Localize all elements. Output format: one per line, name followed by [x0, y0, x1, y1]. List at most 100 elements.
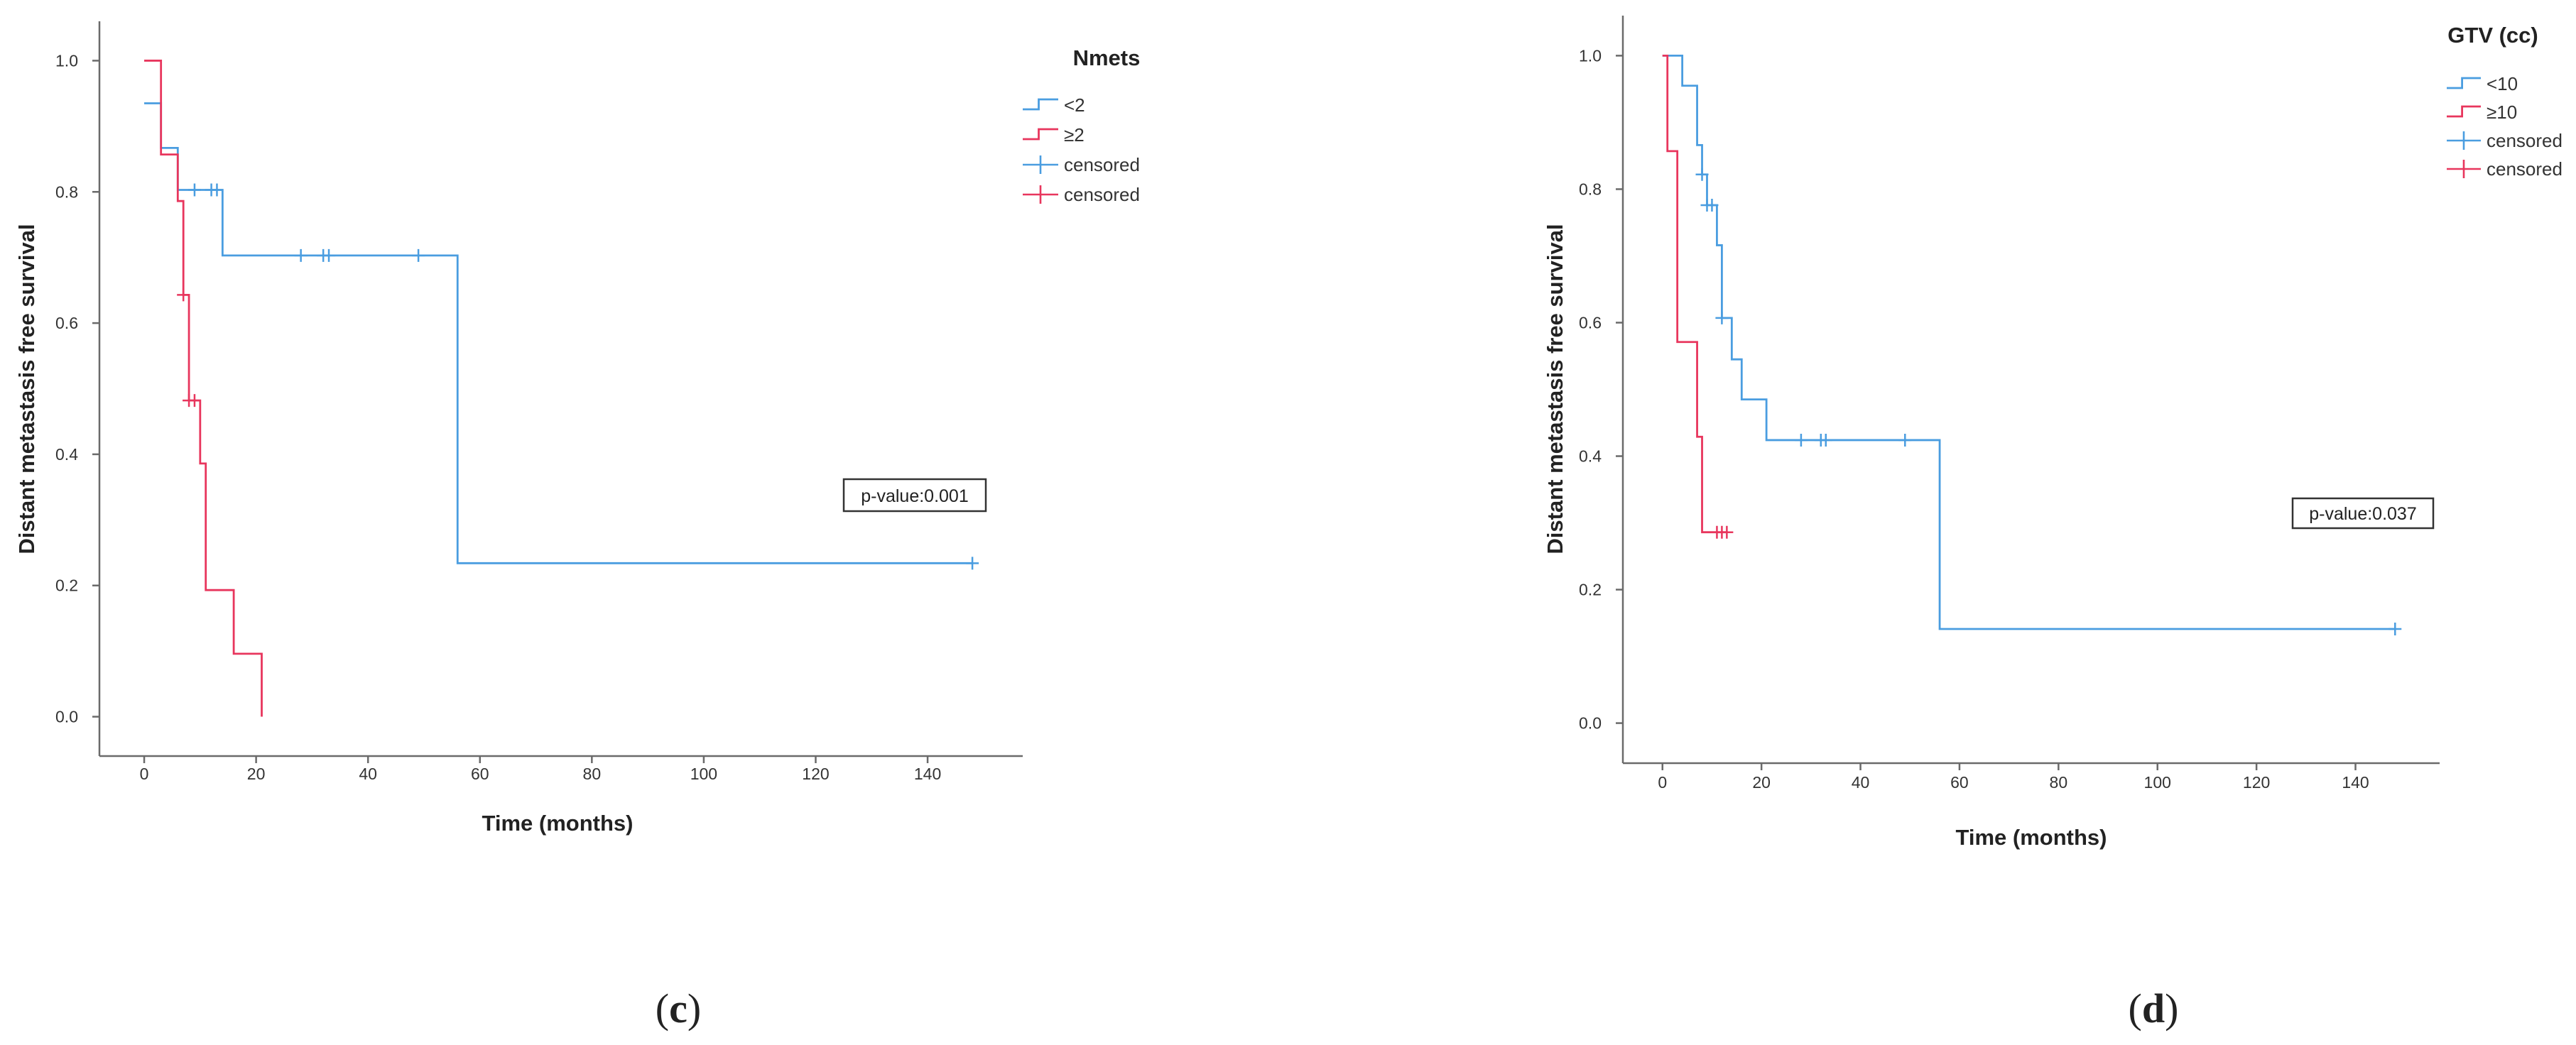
legend-title: Nmets	[1073, 45, 1141, 70]
legend-label: censored	[2487, 158, 2563, 180]
censor-mark	[1898, 433, 1912, 447]
x-tick-label: 140	[914, 765, 941, 783]
km-curve-series-1	[1662, 55, 1727, 534]
x-tick-label: 0	[1658, 773, 1667, 792]
y-tick-label: 0.2	[1579, 581, 1602, 599]
p-value-text: p-value:0.001	[861, 486, 969, 506]
y-tick-label: 1.0	[1579, 46, 1602, 65]
legend-item: censored	[1023, 184, 1140, 205]
axis-frame: 0 20 40 60 80 100 120 140 0.0 0.2 0.4 0.6 0.8 1.0	[55, 21, 1023, 783]
legend-step-swatch	[2447, 77, 2481, 89]
x-tick-label: 100	[690, 765, 717, 783]
censor-mark	[188, 183, 201, 197]
x-tick-label: 40	[1852, 773, 1870, 792]
legend-item: censored	[1023, 154, 1140, 175]
censor-mark	[210, 183, 224, 197]
x-tick-label: 120	[802, 765, 829, 783]
x-tick-label: 140	[2342, 773, 2369, 792]
censor-mark	[294, 248, 308, 262]
y-tick-label: 0.0	[55, 708, 78, 726]
censor-mark	[1705, 199, 1719, 212]
y-ticks: 0.0 0.2 0.4 0.6 0.8 1.0	[55, 51, 99, 726]
legend: Nmets <2 ≥2 censored censored	[1023, 45, 1140, 205]
panel-label-d: (d)	[2129, 985, 2179, 1032]
x-tick-label: 100	[2144, 773, 2171, 792]
censor-mark	[2388, 623, 2402, 636]
p-value-annotation: p-value:0.001	[842, 478, 987, 513]
legend-item: ≥10	[2447, 102, 2517, 123]
legend-step-swatch	[1023, 98, 1058, 111]
y-tick-label: 1.0	[55, 51, 78, 70]
censor-mark	[322, 248, 336, 262]
censor-mark	[1695, 168, 1709, 181]
legend-censor-swatch	[2447, 131, 2481, 150]
plot-area	[1662, 55, 2402, 636]
panel-d: 0 20 40 60 80 100 120 140 0.0 0.2 0.4 0.6 0.8 1.0 Di…	[1543, 16, 2563, 1032]
censor-mark	[966, 557, 979, 570]
y-tick-label: 0.4	[55, 445, 78, 464]
legend-label: censored	[1064, 154, 1140, 175]
plot-area	[144, 60, 979, 717]
y-tick-label: 0.8	[1579, 180, 1602, 198]
censor-mark	[1819, 433, 1832, 447]
panel-label-c: (c)	[656, 985, 701, 1032]
censor-mark	[1794, 433, 1808, 447]
x-axis-title: Time (months)	[482, 811, 634, 836]
legend-label: censored	[2487, 130, 2563, 151]
legend-title: GTV (cc)	[2447, 23, 2538, 48]
panel-label-close: )	[688, 985, 701, 1032]
legend-item: ≥2	[1023, 124, 1085, 146]
legend-censor-swatch	[1023, 185, 1058, 204]
legend-censor-swatch	[2447, 160, 2481, 178]
censor-mark	[188, 394, 201, 407]
p-value-box	[842, 478, 987, 513]
y-tick-label: 0.8	[55, 182, 78, 201]
legend-label: ≥2	[1064, 124, 1085, 146]
km-curve-series-0	[1662, 55, 2396, 630]
panel-label-open: (	[2129, 985, 2142, 1032]
y-tick-label: 0.6	[55, 314, 78, 332]
legend-label: ≥10	[2487, 102, 2517, 123]
legend-item: <10	[2447, 73, 2518, 94]
y-tick-label: 0.0	[1579, 714, 1602, 733]
legend-items: <2 ≥2 censored censored	[1023, 94, 1140, 205]
legend-item: <2	[1023, 94, 1085, 116]
y-axis-title: Distant metastasis free survival	[1543, 224, 1567, 554]
legend-items: <10 ≥10 censored censored	[2447, 73, 2563, 180]
x-tick-label: 20	[1752, 773, 1771, 792]
x-ticks: 0 20 40 60 80 100 120 140	[1658, 763, 2369, 792]
x-tick-label: 40	[359, 765, 377, 783]
x-tick-label: 60	[471, 765, 489, 783]
legend-item: censored	[2447, 158, 2563, 180]
p-value-annotation: p-value:0.037	[2291, 497, 2435, 530]
y-tick-label: 0.6	[1579, 313, 1602, 332]
axis-frame: 0 20 40 60 80 100 120 140 0.0 0.2 0.4 0.6 0.8 1.0	[1579, 16, 2440, 792]
legend-label: <10	[2487, 73, 2518, 94]
panel-label-letter: d	[2142, 985, 2165, 1032]
p-value-text: p-value:0.037	[2309, 504, 2417, 524]
y-axis-title: Distant metastasis free survival	[14, 224, 39, 554]
x-axis-title: Time (months)	[1956, 825, 2107, 850]
censor-mark	[177, 288, 190, 302]
censor-mark	[1720, 525, 1734, 539]
y-tick-label: 0.4	[1579, 447, 1602, 466]
legend-label: <2	[1064, 94, 1085, 116]
legend-item: censored	[2447, 130, 2563, 151]
legend-step-swatch	[1023, 128, 1058, 141]
censor-mark	[412, 248, 425, 262]
x-tick-label: 80	[583, 765, 602, 783]
x-tick-label: 60	[1950, 773, 1969, 792]
legend-censor-swatch	[1023, 155, 1058, 174]
censor-mark	[1715, 311, 1729, 324]
panel-label-letter: c	[669, 985, 688, 1032]
y-tick-label: 0.2	[55, 576, 78, 595]
x-tick-label: 20	[247, 765, 266, 783]
panel-label-open: (	[656, 985, 669, 1032]
p-value-box	[2291, 497, 2435, 530]
panel-label-close: )	[2165, 985, 2178, 1032]
panel-c: 0 20 40 60 80 100 120 140 0.0 0.2 0.4 0.6 0.8 1.0 Di…	[14, 21, 1140, 1032]
x-tick-label: 120	[2243, 773, 2270, 792]
legend-label: censored	[1064, 184, 1140, 205]
legend: GTV (cc) <10 ≥10 censored censored	[2447, 23, 2563, 180]
